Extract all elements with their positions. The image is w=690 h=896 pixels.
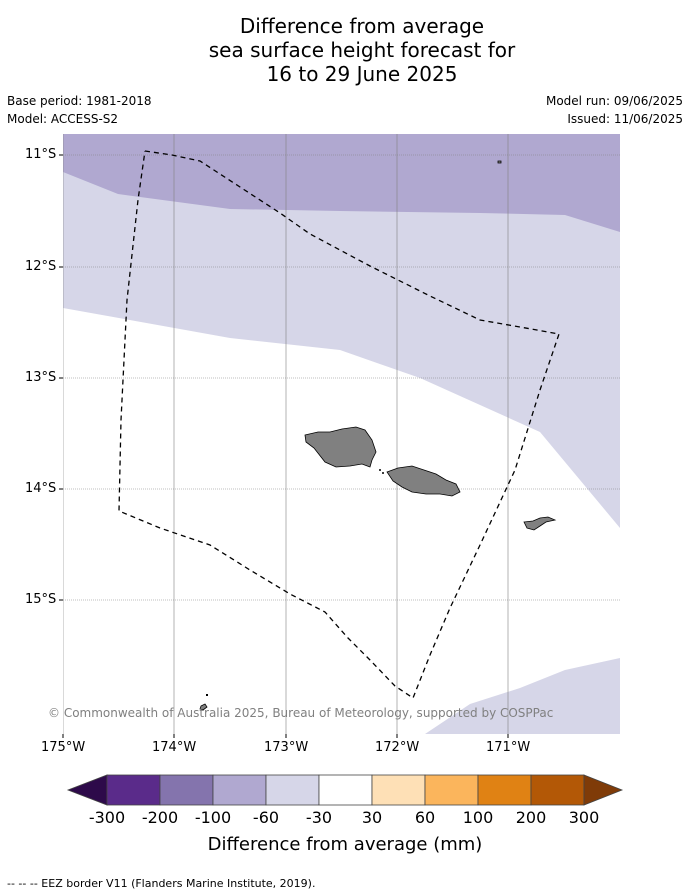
colorbar-extend-low <box>66 774 108 806</box>
lon-label-172w: 172°W <box>375 740 420 755</box>
cb-tick-minus200: -200 <box>141 808 179 827</box>
eez-footnote: -- -- -- EEZ border V11 (Flanders Marine… <box>7 877 316 890</box>
title-line-2: sea surface height forecast for <box>208 38 516 62</box>
cb-tick-30: 30 <box>361 808 383 827</box>
colorbar-bin-9 <box>530 774 585 806</box>
chart-title: Difference from average sea surface heig… <box>0 14 690 86</box>
lat-label-12s: 12°S <box>25 259 57 274</box>
cb-tick-minus300: -300 <box>88 808 126 827</box>
island-south-islet <box>199 703 208 711</box>
island-savaii <box>304 426 377 468</box>
colorbar-bin-1 <box>106 774 161 806</box>
map-area <box>63 134 620 734</box>
lat-label-11s: 11°S <box>25 147 57 162</box>
cb-tick-200: 200 <box>515 808 547 827</box>
colorbar-title: Difference from average (mm) <box>207 834 483 855</box>
meta-right: Model run: 09/06/2025 Issued: 11/06/2025 <box>546 94 683 130</box>
ssh-band-medium <box>63 134 620 232</box>
island-south-islet-2 <box>206 694 208 696</box>
cb-tick-minus30: -30 <box>305 808 333 827</box>
meta-left: Base period: 1981-2018 Model: ACCESS-S2 <box>7 94 152 130</box>
copyright-text: © Commonwealth of Australia 2025, Bureau… <box>48 706 554 720</box>
cb-tick-60: 60 <box>414 808 436 827</box>
axis-ticks <box>59 154 509 738</box>
island-dot-1 <box>379 469 381 471</box>
island-tutuila <box>523 516 557 531</box>
lon-label-173w: 173°W <box>264 740 309 755</box>
model-run: Model run: 09/06/2025 <box>545 94 683 108</box>
lat-label-14s: 14°S <box>25 481 57 496</box>
title-line-3: 16 to 29 June 2025 <box>266 62 458 86</box>
issued-date: Issued: 11/06/2025 <box>567 112 683 126</box>
colorbar-bin-5 <box>318 774 373 806</box>
cb-tick-minus60: -60 <box>252 808 280 827</box>
gridlines <box>63 134 620 734</box>
colorbar-bin-6 <box>371 774 426 806</box>
lon-label-171w: 171°W <box>486 740 531 755</box>
island-dot-2 <box>382 472 384 474</box>
cb-tick-100: 100 <box>462 808 494 827</box>
lat-label-13s: 13°S <box>25 370 57 385</box>
colorbar-bin-4 <box>265 774 320 806</box>
eez-border <box>118 150 560 699</box>
colorbar-bin-8 <box>477 774 532 806</box>
island-north-islet <box>497 160 502 164</box>
lat-label-15s: 15°S <box>25 592 57 607</box>
model-name: Model: ACCESS-S2 <box>7 112 119 126</box>
colorbar-bin-3 <box>212 774 267 806</box>
ssh-band-light-south <box>425 658 620 734</box>
lon-label-175w: 175°W <box>41 740 86 755</box>
colorbar <box>66 774 624 806</box>
cb-tick-300: 300 <box>568 808 600 827</box>
base-period: Base period: 1981-2018 <box>7 94 152 108</box>
lon-label-174w: 174°W <box>152 740 197 755</box>
colorbar-bin-2 <box>159 774 214 806</box>
colorbar-bin-7 <box>424 774 479 806</box>
ssh-band-light <box>63 134 620 528</box>
cb-tick-minus100: -100 <box>194 808 232 827</box>
title-line-1: Difference from average <box>239 14 485 38</box>
island-upolu <box>386 465 461 497</box>
colorbar-extend-high <box>583 774 624 806</box>
